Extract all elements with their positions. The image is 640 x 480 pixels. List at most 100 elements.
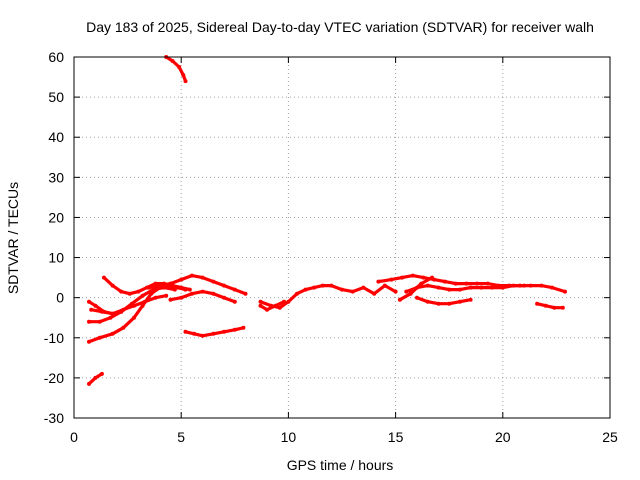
data-point bbox=[132, 303, 136, 308]
data-point bbox=[157, 283, 162, 288]
data-point bbox=[110, 283, 115, 288]
data-point bbox=[87, 299, 91, 304]
data-point bbox=[490, 285, 495, 290]
data-point bbox=[447, 301, 452, 306]
data-point bbox=[560, 305, 565, 310]
data-point bbox=[265, 307, 269, 312]
series-arc8 bbox=[147, 274, 248, 296]
data-point bbox=[102, 275, 106, 280]
data-point bbox=[177, 65, 182, 69]
data-point bbox=[142, 299, 147, 304]
data-point bbox=[200, 333, 205, 338]
data-point bbox=[282, 299, 287, 304]
data-point bbox=[350, 289, 355, 294]
data-point bbox=[187, 287, 192, 292]
series-arc17 bbox=[535, 302, 565, 310]
data-point bbox=[243, 291, 248, 296]
chart-title: Day 183 of 2025, Sidereal Day-to-day VTE… bbox=[86, 19, 594, 35]
data-point bbox=[93, 375, 98, 380]
x-tick-label: 10 bbox=[281, 429, 297, 445]
series-arc7 bbox=[164, 55, 188, 83]
data-point bbox=[404, 289, 409, 294]
data-point bbox=[211, 331, 216, 336]
data-point bbox=[273, 303, 278, 308]
data-point bbox=[468, 285, 473, 290]
data-point bbox=[468, 297, 473, 302]
data-point bbox=[87, 381, 91, 386]
data-point bbox=[447, 287, 452, 292]
data-point bbox=[303, 287, 308, 292]
data-point bbox=[192, 331, 197, 336]
data-point bbox=[312, 285, 317, 290]
series-arc14 bbox=[404, 284, 526, 294]
data-point bbox=[99, 371, 104, 376]
data-point bbox=[436, 285, 441, 290]
data-point bbox=[382, 283, 387, 288]
axis-ticks: 0 5 10 15 20 25 -30 -20 -10 0 10 20 30 40 50 60 bbox=[44, 49, 618, 445]
data-point bbox=[410, 273, 415, 278]
y-tick-label: -20 bbox=[44, 370, 64, 386]
data-point bbox=[232, 287, 237, 292]
data-point bbox=[479, 285, 484, 290]
data-point bbox=[361, 285, 366, 290]
data-point bbox=[563, 289, 567, 294]
data-point bbox=[539, 283, 544, 288]
data-point bbox=[132, 315, 136, 320]
data-point bbox=[286, 299, 291, 304]
data-point bbox=[442, 279, 447, 284]
data-point bbox=[393, 289, 398, 294]
data-point bbox=[376, 279, 381, 284]
data-point bbox=[485, 281, 490, 286]
data-point bbox=[189, 291, 194, 296]
series-arc2 bbox=[87, 284, 188, 344]
data-point bbox=[121, 307, 126, 312]
data-point bbox=[258, 299, 263, 304]
y-tick-label: -30 bbox=[44, 410, 64, 426]
data-point bbox=[522, 283, 527, 288]
data-point bbox=[127, 291, 132, 296]
data-point bbox=[93, 303, 98, 308]
data-point bbox=[136, 289, 141, 294]
y-tick-label: -10 bbox=[44, 330, 64, 346]
grid bbox=[74, 57, 610, 418]
data-point bbox=[320, 283, 325, 288]
data-point bbox=[430, 275, 434, 280]
data-point bbox=[179, 285, 184, 290]
data-point bbox=[140, 303, 145, 308]
data-point bbox=[436, 301, 441, 306]
y-tick-label: 20 bbox=[48, 209, 64, 225]
data-point bbox=[170, 59, 175, 63]
y-tick-label: 40 bbox=[48, 129, 64, 145]
series-arc12 bbox=[258, 300, 286, 312]
data-point bbox=[222, 283, 227, 288]
data-point bbox=[211, 291, 216, 296]
data-point bbox=[329, 283, 334, 288]
data-point bbox=[172, 287, 177, 292]
x-tick-label: 20 bbox=[495, 429, 511, 445]
data-point bbox=[168, 281, 173, 286]
plot-frame bbox=[73, 56, 611, 419]
data-point bbox=[200, 289, 205, 294]
y-tick-label: 10 bbox=[48, 250, 64, 266]
data-point bbox=[400, 275, 404, 280]
data-point bbox=[87, 319, 91, 324]
data-point bbox=[97, 319, 102, 324]
data-point bbox=[419, 281, 424, 286]
data-point bbox=[453, 281, 458, 286]
data-point bbox=[89, 307, 94, 312]
x-axis-label: GPS time / hours bbox=[287, 457, 394, 473]
data-point bbox=[87, 339, 91, 344]
data-point bbox=[222, 329, 227, 334]
data-point bbox=[110, 331, 115, 336]
data-point bbox=[179, 277, 184, 282]
plot-area bbox=[87, 55, 567, 386]
data-point bbox=[425, 299, 430, 304]
series-arc15 bbox=[398, 276, 434, 302]
data-point bbox=[168, 297, 173, 302]
data-point bbox=[511, 283, 516, 288]
data-point bbox=[99, 309, 104, 314]
data-point bbox=[119, 289, 124, 294]
data-point bbox=[147, 285, 151, 290]
data-point bbox=[425, 283, 430, 288]
data-point bbox=[340, 287, 344, 292]
